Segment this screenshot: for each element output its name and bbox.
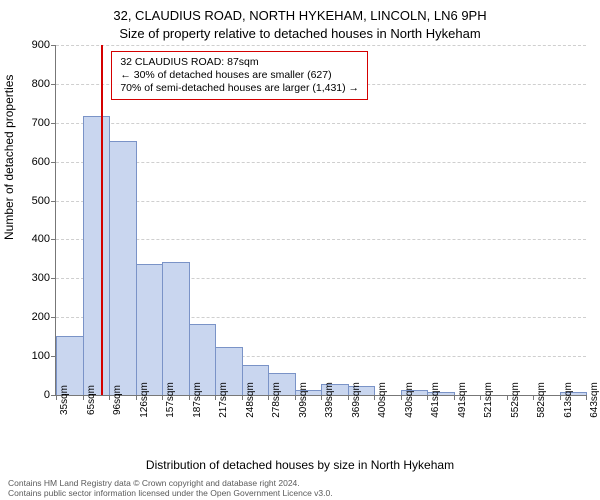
x-tick-label: 278sqm [271,382,282,418]
footer-attribution: Contains HM Land Registry data © Crown c… [8,478,333,498]
histogram-bar [83,116,111,395]
x-tick-label: 582sqm [536,382,547,418]
x-tick-label: 309sqm [298,382,309,418]
x-tick [348,395,349,400]
gridline [56,45,586,46]
y-tick [51,317,56,318]
x-tick [480,395,481,400]
x-tick-label: 552sqm [510,382,521,418]
x-tick [109,395,110,400]
x-tick-label: 491sqm [457,382,468,418]
annotation-line3: 70% of semi-detached houses are larger (… [120,82,359,95]
y-tick [51,239,56,240]
y-tick-label: 400 [32,233,50,245]
y-tick-label: 800 [32,78,50,90]
x-tick [533,395,534,400]
x-tick-label: 35sqm [59,385,70,415]
x-tick [56,395,57,400]
x-tick [427,395,428,400]
y-tick-label: 0 [44,389,50,401]
annotation-line1: 32 CLAUDIUS ROAD: 87sqm [120,56,359,69]
x-tick-label: 521sqm [483,382,494,418]
y-tick [51,84,56,85]
y-tick-label: 100 [32,350,50,362]
y-tick-label: 700 [32,117,50,129]
page-title-line1: 32, CLAUDIUS ROAD, NORTH HYKEHAM, LINCOL… [0,8,600,23]
x-tick [560,395,561,400]
x-tick-label: 187sqm [192,382,203,418]
x-tick [454,395,455,400]
y-tick [51,45,56,46]
x-tick [162,395,163,400]
x-tick [189,395,190,400]
page-title-line2: Size of property relative to detached ho… [0,26,600,41]
x-tick-label: 430sqm [404,382,415,418]
x-tick-label: 400sqm [377,382,388,418]
y-tick [51,278,56,279]
chart-plot-area: 010020030040050060070080090035sqm65sqm96… [55,45,585,395]
x-tick [215,395,216,400]
x-tick [374,395,375,400]
reference-line [101,45,103,395]
y-tick-label: 600 [32,156,50,168]
x-tick [242,395,243,400]
x-tick-label: 613sqm [563,382,574,418]
y-tick-label: 500 [32,195,50,207]
y-tick [51,201,56,202]
y-tick [51,162,56,163]
x-axis-label: Distribution of detached houses by size … [0,458,600,472]
x-tick [295,395,296,400]
x-tick-label: 643sqm [589,382,600,418]
x-tick [268,395,269,400]
x-tick-label: 126sqm [139,382,150,418]
footer-line2: Contains public sector information licen… [8,488,333,498]
histogram-bar [109,141,137,395]
y-tick-label: 300 [32,272,50,284]
x-tick [136,395,137,400]
x-tick [83,395,84,400]
x-tick-label: 248sqm [245,382,256,418]
x-tick-label: 339sqm [324,382,335,418]
annotation-box: 32 CLAUDIUS ROAD: 87sqm← 30% of detached… [111,51,368,100]
x-tick-label: 461sqm [430,382,441,418]
chart-axes: 010020030040050060070080090035sqm65sqm96… [55,45,586,396]
x-tick-label: 369sqm [351,382,362,418]
x-tick-label: 65sqm [86,385,97,415]
y-axis-label: Number of detached properties [2,75,16,240]
y-tick [51,123,56,124]
x-tick [586,395,587,400]
footer-line1: Contains HM Land Registry data © Crown c… [8,478,333,488]
histogram-bar [136,264,164,395]
y-tick-label: 200 [32,311,50,323]
histogram-bar [162,262,190,395]
x-tick-label: 217sqm [218,382,229,418]
y-tick-label: 900 [32,39,50,51]
x-tick-label: 157sqm [165,382,176,418]
x-tick [401,395,402,400]
x-tick [321,395,322,400]
x-tick-label: 96sqm [112,385,123,415]
gridline [56,123,586,124]
x-tick [507,395,508,400]
annotation-line2: ← 30% of detached houses are smaller (62… [120,69,359,82]
